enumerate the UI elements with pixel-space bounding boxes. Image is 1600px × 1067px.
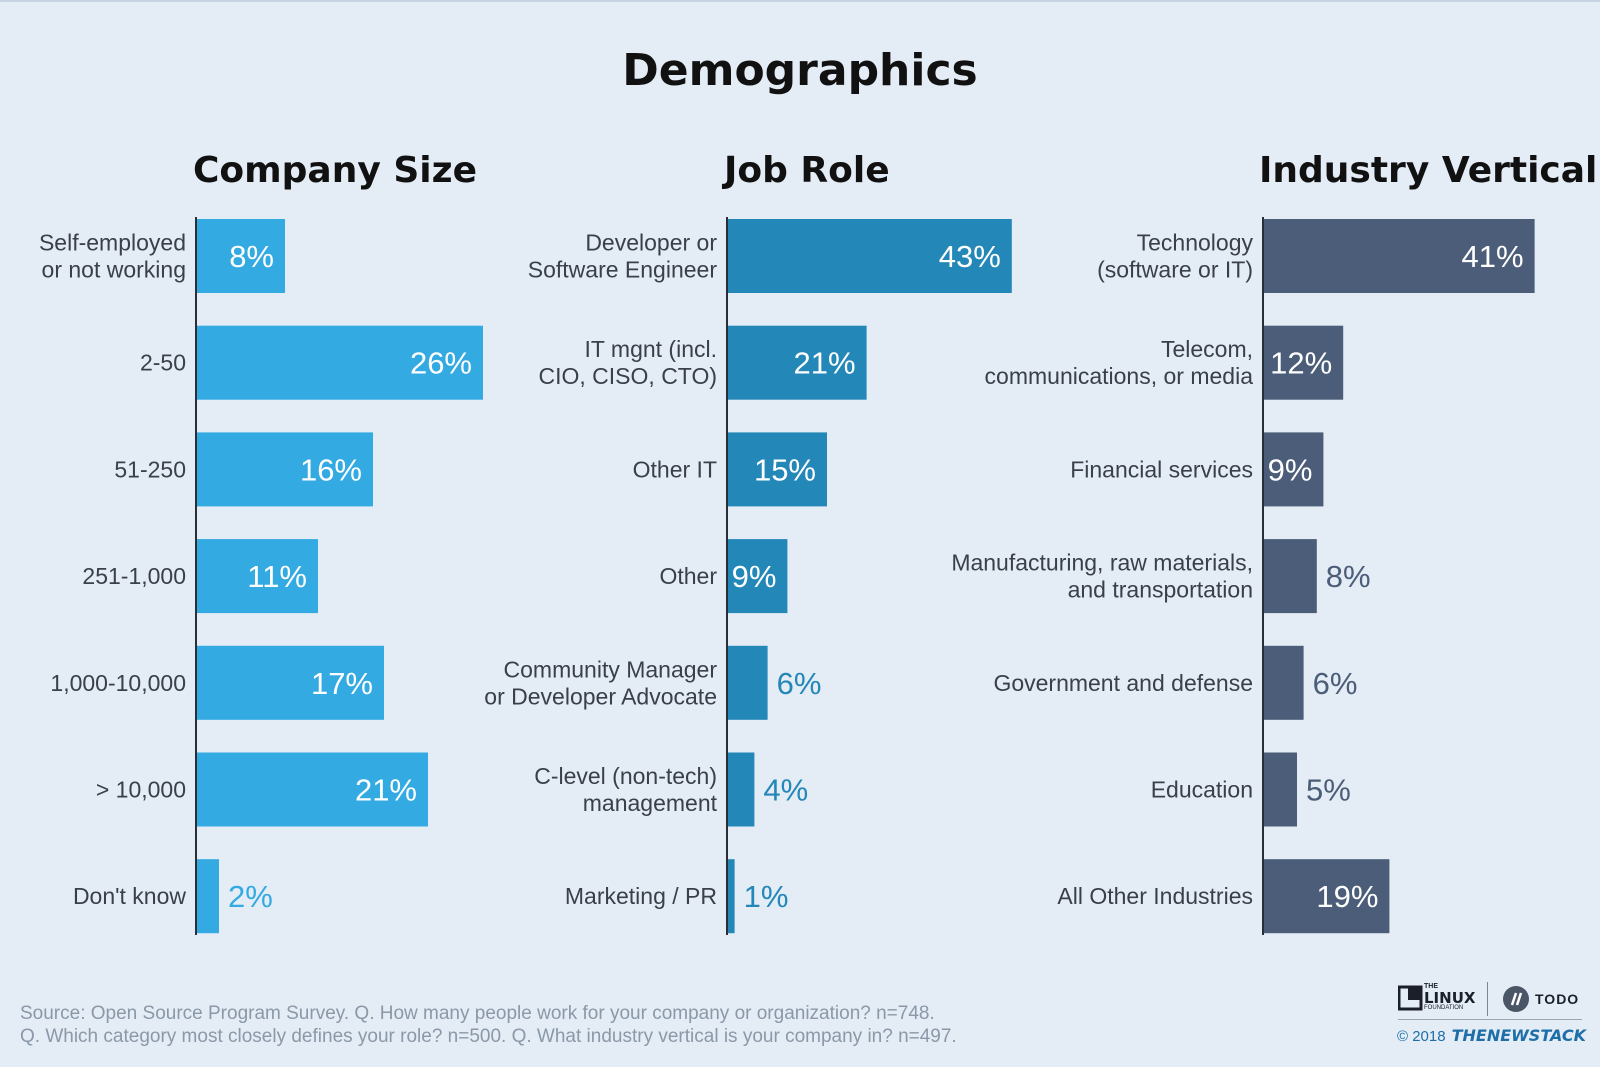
- industry-vertical-category-label: All Other Industries: [1057, 883, 1253, 909]
- job-role-category-label: Developer or Software Engineer: [528, 230, 718, 283]
- job-role-bar: [728, 325, 867, 400]
- industry-vertical-category-label: Financial services: [1070, 456, 1253, 482]
- company-size-bar: [197, 325, 483, 400]
- industry-vertical-bar: [1264, 325, 1344, 400]
- company-size-category-label: Don't know: [73, 883, 186, 909]
- industry-vertical-value-label: 8%: [1326, 559, 1371, 594]
- industry-vertical-value-label: 9%: [1268, 452, 1313, 487]
- job-role-bar: [728, 219, 1012, 293]
- industry-vertical-value-label: 12%: [1270, 346, 1332, 381]
- job-role-category-label: Community Manager or Developer Advocate: [484, 656, 717, 709]
- job-role-value-label: 4%: [763, 773, 808, 808]
- company-size-bar: [197, 645, 384, 720]
- industry-vertical-category-label: Technology (software or IT): [1097, 230, 1253, 283]
- company-size-category-label: > 10,000: [96, 777, 186, 803]
- top-rule: [0, 0, 1600, 2]
- job-role-category-label: C-level (non-tech) management: [534, 763, 717, 816]
- company-size-value-label: 2%: [228, 879, 273, 914]
- logo-divider: [1487, 982, 1488, 1016]
- industry-vertical-bar: [1264, 219, 1535, 293]
- company-size-bar: [197, 432, 373, 507]
- company-size-value-label: 17%: [311, 666, 373, 701]
- todo-slash-icon: [1503, 986, 1529, 1012]
- copyright-year: © 2018: [1397, 1028, 1446, 1045]
- industry-vertical-value-label: 41%: [1462, 239, 1524, 274]
- company-size-bar: [197, 539, 318, 614]
- industry-vertical-bar: [1264, 432, 1324, 507]
- job-role-bar: [728, 859, 735, 934]
- job-role-bar: [728, 752, 755, 827]
- job-role-title: Job Role: [724, 150, 890, 191]
- thenewstack-logo-text: THENEWSTACK: [1451, 1026, 1587, 1045]
- job-role-value-label: 1%: [744, 879, 789, 914]
- job-role-category-label: IT mgnt (incl. CIO, CISO, CTO): [539, 336, 717, 389]
- company-size-bar: [197, 859, 219, 934]
- job-role-category-label: Other: [659, 563, 717, 589]
- company-size-value-label: 11%: [247, 559, 307, 594]
- company-size-bar: [197, 752, 428, 827]
- job-role-bar: [728, 432, 827, 507]
- job-role-value-label: 15%: [754, 452, 816, 487]
- linux-foundation-logo: THE LINUX FOUNDATION: [1397, 983, 1475, 1013]
- company-size-category-label: 2-50: [140, 350, 186, 376]
- branding-rule: [1398, 1019, 1582, 1020]
- todo-text: TODO: [1535, 991, 1580, 1007]
- company-size-value-label: 21%: [355, 773, 417, 808]
- todo-logo: TODO: [1502, 985, 1582, 1013]
- page-title: Demographics: [622, 45, 978, 96]
- linux-name-text: LINUX: [1424, 989, 1476, 1007]
- footer-source-line-2: Q. Which category most closely defines y…: [20, 1026, 957, 1047]
- industry-vertical-value-label: 6%: [1313, 666, 1358, 701]
- industry-vertical-title: Industry Vertical: [1259, 150, 1598, 191]
- industry-vertical-bar: [1264, 859, 1390, 934]
- company-size-title: Company Size: [193, 150, 477, 191]
- company-size-value-label: 16%: [300, 452, 362, 487]
- job-role-category-label: Other IT: [633, 456, 717, 482]
- company-size-category-label: 51-250: [114, 456, 186, 482]
- industry-vertical-value-label: 19%: [1316, 879, 1378, 914]
- company-size-bar: [197, 219, 285, 293]
- job-role-value-label: 6%: [777, 666, 822, 701]
- job-role-value-label: 43%: [939, 239, 1001, 274]
- industry-vertical-bar: [1264, 752, 1297, 827]
- job-role-bar: [728, 645, 768, 720]
- job-role-bar: [728, 539, 788, 614]
- company-size-category-label: 251-1,000: [82, 563, 186, 589]
- linux-foundation-icon: [1397, 985, 1423, 1011]
- job-role-category-label: Marketing / PR: [565, 883, 717, 909]
- industry-vertical-bar: [1264, 645, 1304, 720]
- job-role-value-label: 9%: [732, 559, 777, 594]
- industry-vertical-bar: [1264, 539, 1317, 614]
- company-size-value-label: 8%: [229, 239, 274, 274]
- linux-foundation-text: FOUNDATION: [1424, 1005, 1464, 1011]
- industry-vertical-category-label: Education: [1151, 777, 1253, 803]
- company-size-value-label: 26%: [410, 346, 472, 381]
- copyright: © 2018 THENEWSTACK: [1397, 1026, 1586, 1045]
- job-role-value-label: 21%: [794, 346, 856, 381]
- industry-vertical-category-label: Government and defense: [993, 670, 1253, 696]
- linux-the-text: THE: [1424, 983, 1438, 990]
- company-size-category-label: 1,000-10,000: [50, 670, 186, 696]
- industry-vertical-category-label: Manufacturing, raw materials, and transpo…: [951, 550, 1253, 603]
- footer-source-line-1: Source: Open Source Program Survey. Q. H…: [20, 1003, 935, 1024]
- industry-vertical-category-label: Telecom, communications, or media: [985, 336, 1254, 389]
- company-size-category-label: Self-employed or not working: [39, 230, 186, 283]
- industry-vertical-value-label: 5%: [1306, 773, 1351, 808]
